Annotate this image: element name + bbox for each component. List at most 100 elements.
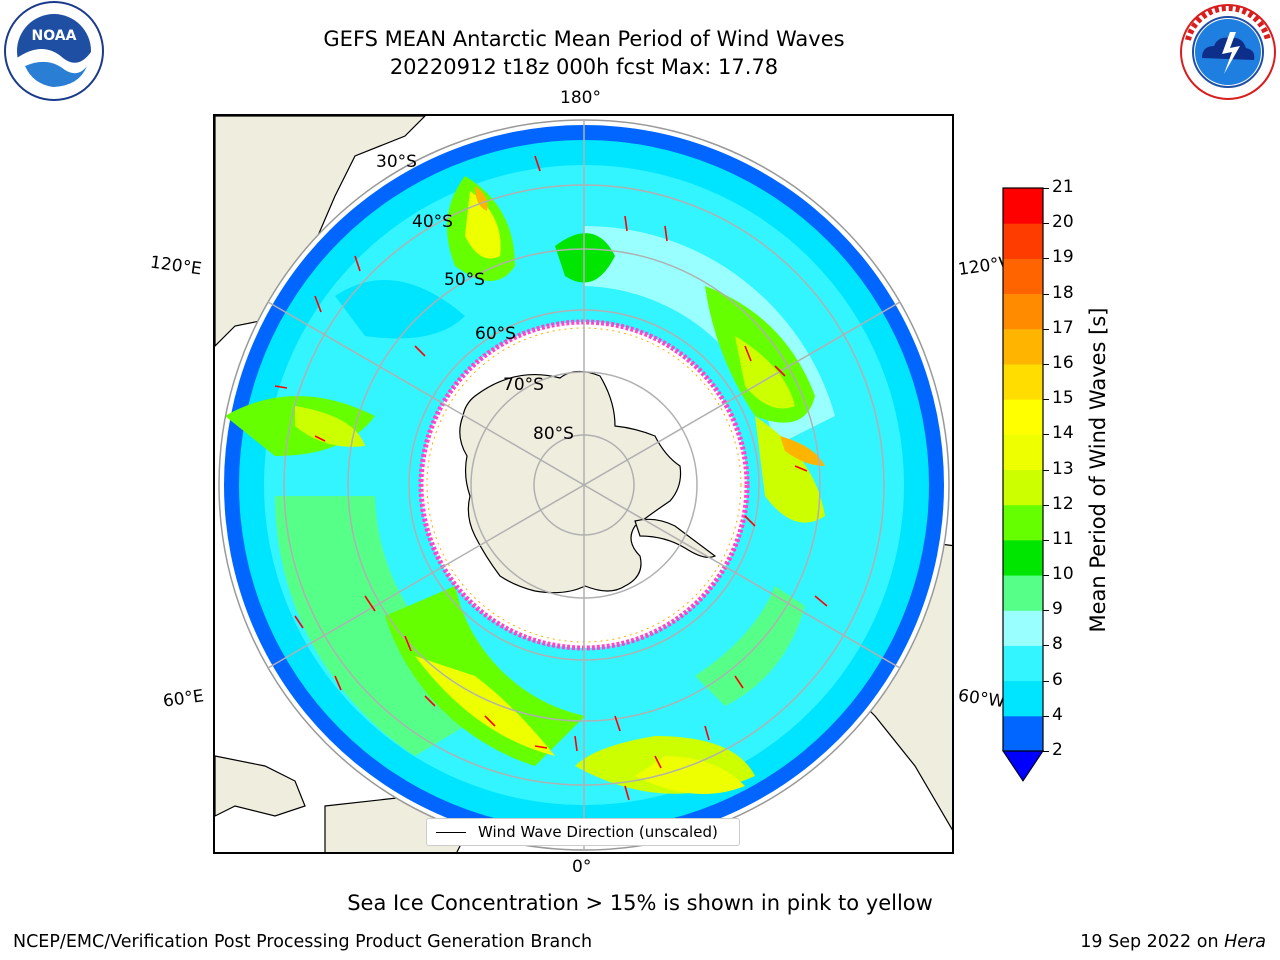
colorbar-tick-mark	[1043, 258, 1049, 260]
lat-label-60s: 60°S	[475, 324, 516, 344]
lon-label-120e: 120°E	[148, 252, 203, 280]
colorbar-tick-mark	[1043, 293, 1049, 295]
wind-wave-arrow	[484, 715, 496, 727]
colorbar-band	[1003, 188, 1043, 224]
wind-wave-arrow	[274, 385, 288, 389]
polar-map-svg	[215, 116, 952, 852]
wind-wave-arrow	[354, 255, 361, 272]
colorbar-tick-mark	[1043, 504, 1049, 506]
lat-label-30s: 30°S	[376, 152, 417, 172]
colorbar-tick-mark	[1043, 469, 1049, 471]
colorbar-tick-label: 21	[1052, 177, 1074, 197]
land-africa	[215, 755, 306, 817]
land-antarctica	[459, 370, 682, 594]
colorbar-tick-label: 18	[1052, 282, 1074, 303]
lon-label-60e: 60°E	[161, 686, 206, 712]
lon-label-180: 180°	[560, 88, 601, 108]
colorbar-tick-label: 6	[1052, 669, 1063, 690]
wind-wave-arrow	[774, 365, 786, 377]
noaa-logo: NOAA	[4, 1, 104, 101]
wind-wave-arrow	[654, 755, 662, 769]
colorbar-band	[1003, 645, 1043, 682]
footer-date: 19 Sep 2022 on Hera	[1080, 932, 1266, 952]
colorbar-tick-label: 14	[1052, 423, 1074, 444]
colorbar-tick-label: 13	[1052, 458, 1074, 479]
chart-title: GEFS MEAN Antarctic Mean Period of Wind …	[323, 27, 845, 51]
wind-wave-arrow	[424, 695, 436, 707]
polar-map	[213, 114, 954, 854]
wind-wave-arrow	[404, 635, 412, 652]
colorbar-label: Mean Period of Wind Waves [s]	[1086, 307, 1110, 633]
colorbar-band	[1003, 469, 1043, 506]
lat-label-50s: 50°S	[444, 270, 485, 290]
colorbar-tick-mark	[1043, 751, 1049, 752]
colorbar-tick-label: 19	[1052, 247, 1074, 268]
wind-wave-arrow	[734, 675, 744, 689]
colorbar-tick-mark	[1043, 680, 1049, 682]
colorbar-band	[1003, 363, 1043, 400]
lat-label-80s: 80°S	[533, 424, 574, 444]
wind-wave-arrow	[814, 595, 828, 607]
land-australia	[215, 116, 426, 347]
wind-wave-arrow	[744, 515, 756, 527]
wind-wave-arrow	[534, 155, 541, 172]
colorbar-band	[1003, 258, 1043, 295]
lat-label-70s: 70°S	[503, 375, 544, 395]
colorbar-band	[1003, 328, 1043, 365]
colorbar-tick-mark	[1043, 328, 1049, 330]
sea-ice-note: Sea Ice Concentration > 15% is shown in …	[347, 891, 933, 915]
colorbar-band	[1003, 434, 1043, 470]
colorbar-tick-label: 20	[1052, 212, 1074, 233]
lon-label-0: 0°	[572, 857, 592, 877]
colorbar-tick-label: 9	[1052, 599, 1063, 620]
wind-wave-arrow	[314, 435, 326, 442]
wind-wave-arrow	[364, 595, 376, 612]
wind-wave-arrow	[614, 715, 621, 732]
colorbar-band	[1003, 610, 1043, 646]
legend-label: Wind Wave Direction (unscaled)	[478, 823, 718, 841]
colorbar-tick-label: 11	[1052, 528, 1074, 549]
colorbar-tick-mark	[1043, 539, 1049, 541]
noaa-logo-text: NOAA	[32, 28, 77, 44]
colorbar-band	[1003, 399, 1043, 435]
wind-wave-arrow	[794, 465, 808, 472]
colorbar-tick-label: 10	[1052, 564, 1074, 585]
colorbar-band	[1003, 575, 1043, 611]
colorbar-tick-mark	[1043, 363, 1049, 365]
colorbar-tick-mark	[1043, 645, 1049, 647]
wind-wave-arrow	[624, 215, 628, 232]
footer-machine: Hera	[1224, 932, 1266, 952]
colorbar-tick-mark	[1043, 610, 1049, 612]
wind-wave-arrow	[334, 675, 342, 691]
colorbar-tick-mark	[1043, 188, 1049, 189]
wind-wave-arrow	[704, 725, 710, 741]
nws-logo	[1180, 4, 1276, 100]
colorbar-tick-mark	[1043, 715, 1049, 717]
lat-label-40s: 40°S	[412, 212, 453, 232]
colorbar-tick-mark	[1043, 434, 1049, 436]
footer-date-text: 19 Sep 2022 on	[1080, 932, 1219, 952]
colorbar-band	[1003, 223, 1043, 259]
wind-wave-arrow	[624, 785, 630, 801]
map-legend: Wind Wave Direction (unscaled)	[426, 818, 740, 846]
chart-subtitle-run-info: 20220912 t18z 000h fcst Max: 17.78	[389, 55, 779, 79]
colorbar-tick-label: 17	[1052, 317, 1074, 338]
colorbar-band	[1003, 293, 1043, 330]
lon-label-60w: 60°W	[956, 685, 1007, 713]
colorbar	[1002, 187, 1044, 782]
colorbar-under-triangle	[1002, 750, 1044, 782]
wind-wave-arrow	[664, 225, 668, 242]
footer-credit: NCEP/EMC/Verification Post Processing Pr…	[13, 932, 593, 952]
colorbar-band	[1003, 504, 1043, 541]
wind-wave-arrows	[274, 155, 828, 801]
wind-wave-arrow	[574, 735, 578, 752]
wind-wave-arrow	[744, 345, 752, 362]
colorbar-tick-label: 2	[1052, 740, 1063, 760]
colorbar-tick-label: 16	[1052, 352, 1074, 373]
colorbar-tick-label: 8	[1052, 634, 1063, 655]
colorbar-tick-label: 15	[1052, 388, 1074, 409]
wind-wave-arrow	[294, 615, 304, 629]
wind-wave-arrow	[534, 745, 548, 749]
colorbar-band	[1003, 680, 1043, 717]
legend-line-swatch	[436, 832, 466, 833]
